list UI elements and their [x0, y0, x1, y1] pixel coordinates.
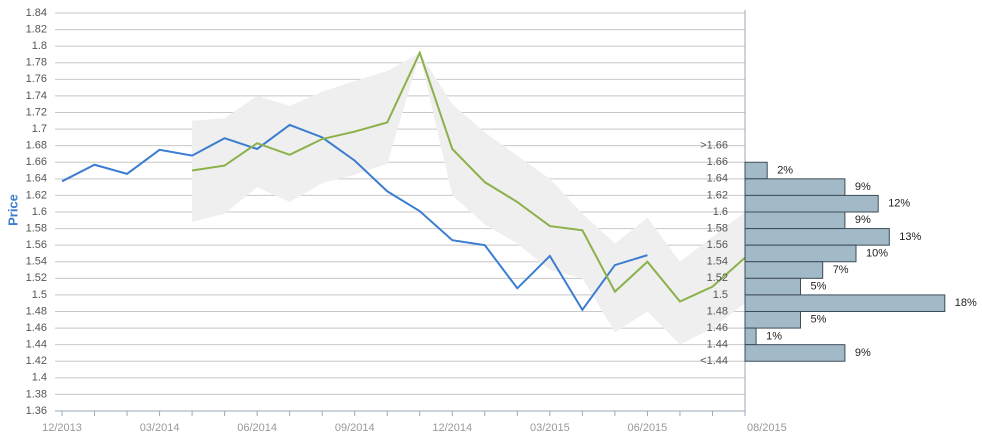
- x-tick-label: 08/2015: [747, 422, 787, 434]
- histogram-bin-label: 1.44: [707, 339, 728, 351]
- y-axis-label: Price: [5, 194, 20, 226]
- histogram-value-label: 10%: [866, 247, 888, 259]
- histogram-bar: [744, 194, 879, 213]
- histogram-bin-label: >1.66: [700, 140, 728, 152]
- y-tick-label: 1.4: [32, 372, 47, 384]
- histogram-bin-label: 1.58: [707, 222, 728, 234]
- histogram-bin-label: 1.46: [707, 322, 728, 334]
- y-tick-label: 1.36: [26, 405, 47, 417]
- line-series: [61, 123, 648, 312]
- histogram-bin-label: 1.64: [707, 173, 728, 185]
- histogram-bar: [744, 211, 846, 230]
- histogram-bar: [744, 311, 801, 329]
- y-tick-label: 1.8: [32, 40, 47, 52]
- y-tick-label: 1.84: [26, 7, 47, 19]
- histogram-bar: [744, 161, 768, 180]
- y-tick-label: 1.62: [26, 189, 47, 201]
- y-tick-label: 1.44: [26, 339, 47, 351]
- histogram-bar: [744, 344, 846, 362]
- y-tick-label: 1.78: [26, 57, 47, 69]
- range-band: [192, 52, 746, 345]
- x-tick-label: 12/2014: [432, 422, 472, 434]
- histogram-bin-label: <1.44: [700, 355, 728, 367]
- y-tick-label: 1.64: [26, 173, 47, 185]
- histogram-bar: [744, 277, 801, 296]
- y-tick-label: 1.46: [26, 322, 47, 334]
- y-tick-label: 1.52: [26, 272, 47, 284]
- histogram-value-label: 5%: [811, 281, 827, 293]
- histogram-bar: [744, 228, 890, 246]
- histogram-bar: [744, 178, 846, 196]
- y-tick-label: 1.6: [32, 206, 47, 218]
- histogram-bin-label: 1.62: [707, 189, 728, 201]
- histogram-value-label: 9%: [855, 214, 871, 226]
- y-tick-label: 1.58: [26, 222, 47, 234]
- histogram-value-label: 9%: [855, 181, 871, 193]
- y-tick-label: 1.74: [26, 90, 47, 102]
- histogram-bar: [744, 327, 757, 346]
- line-series: [191, 50, 746, 303]
- histogram-value-label: 13%: [899, 231, 921, 243]
- x-tick-label: 03/2014: [140, 422, 180, 434]
- histogram-value-label: 12%: [888, 198, 910, 210]
- histogram-bin-label: 1.52: [707, 272, 728, 284]
- histogram-value-label: 9%: [855, 347, 871, 359]
- x-tick-label: 03/2015: [530, 422, 570, 434]
- histogram-value-label: 2%: [777, 164, 793, 176]
- y-tick-label: 1.48: [26, 305, 47, 317]
- histogram-value-label: 1%: [766, 330, 782, 342]
- histogram-bin-label: 1.66: [707, 156, 728, 168]
- x-tick-label: 12/2013: [42, 422, 82, 434]
- y-tick-label: 1.72: [26, 106, 47, 118]
- histogram-bar: [744, 294, 946, 312]
- y-tick-label: 1.42: [26, 355, 47, 367]
- histogram-bar: [744, 261, 824, 279]
- y-tick-label: 1.76: [26, 73, 47, 85]
- y-tick-label: 1.56: [26, 239, 47, 251]
- x-tick-label: 09/2014: [335, 422, 375, 434]
- histogram-bin-label: 1.5: [713, 289, 728, 301]
- histogram-value-label: 5%: [811, 314, 827, 326]
- histogram-bin-label: 1.56: [707, 239, 728, 251]
- y-tick-label: 1.82: [26, 23, 47, 35]
- histogram-value-label: 18%: [955, 297, 977, 309]
- histogram-bar: [744, 244, 857, 263]
- histogram-bin-label: 1.54: [707, 256, 728, 268]
- y-tick-label: 1.66: [26, 156, 47, 168]
- y-tick-label: 1.38: [26, 388, 47, 400]
- y-tick-label: 1.54: [26, 256, 47, 268]
- x-tick-label: 06/2014: [237, 422, 277, 434]
- x-tick-label: 06/2015: [628, 422, 668, 434]
- y-tick-label: 1.7: [32, 123, 47, 135]
- histogram-bin-label: 1.6: [713, 206, 728, 218]
- y-tick-label: 1.68: [26, 140, 47, 152]
- histogram-value-label: 7%: [833, 264, 849, 276]
- histogram-bin-label: 1.48: [707, 305, 728, 317]
- y-tick-label: 1.5: [32, 289, 47, 301]
